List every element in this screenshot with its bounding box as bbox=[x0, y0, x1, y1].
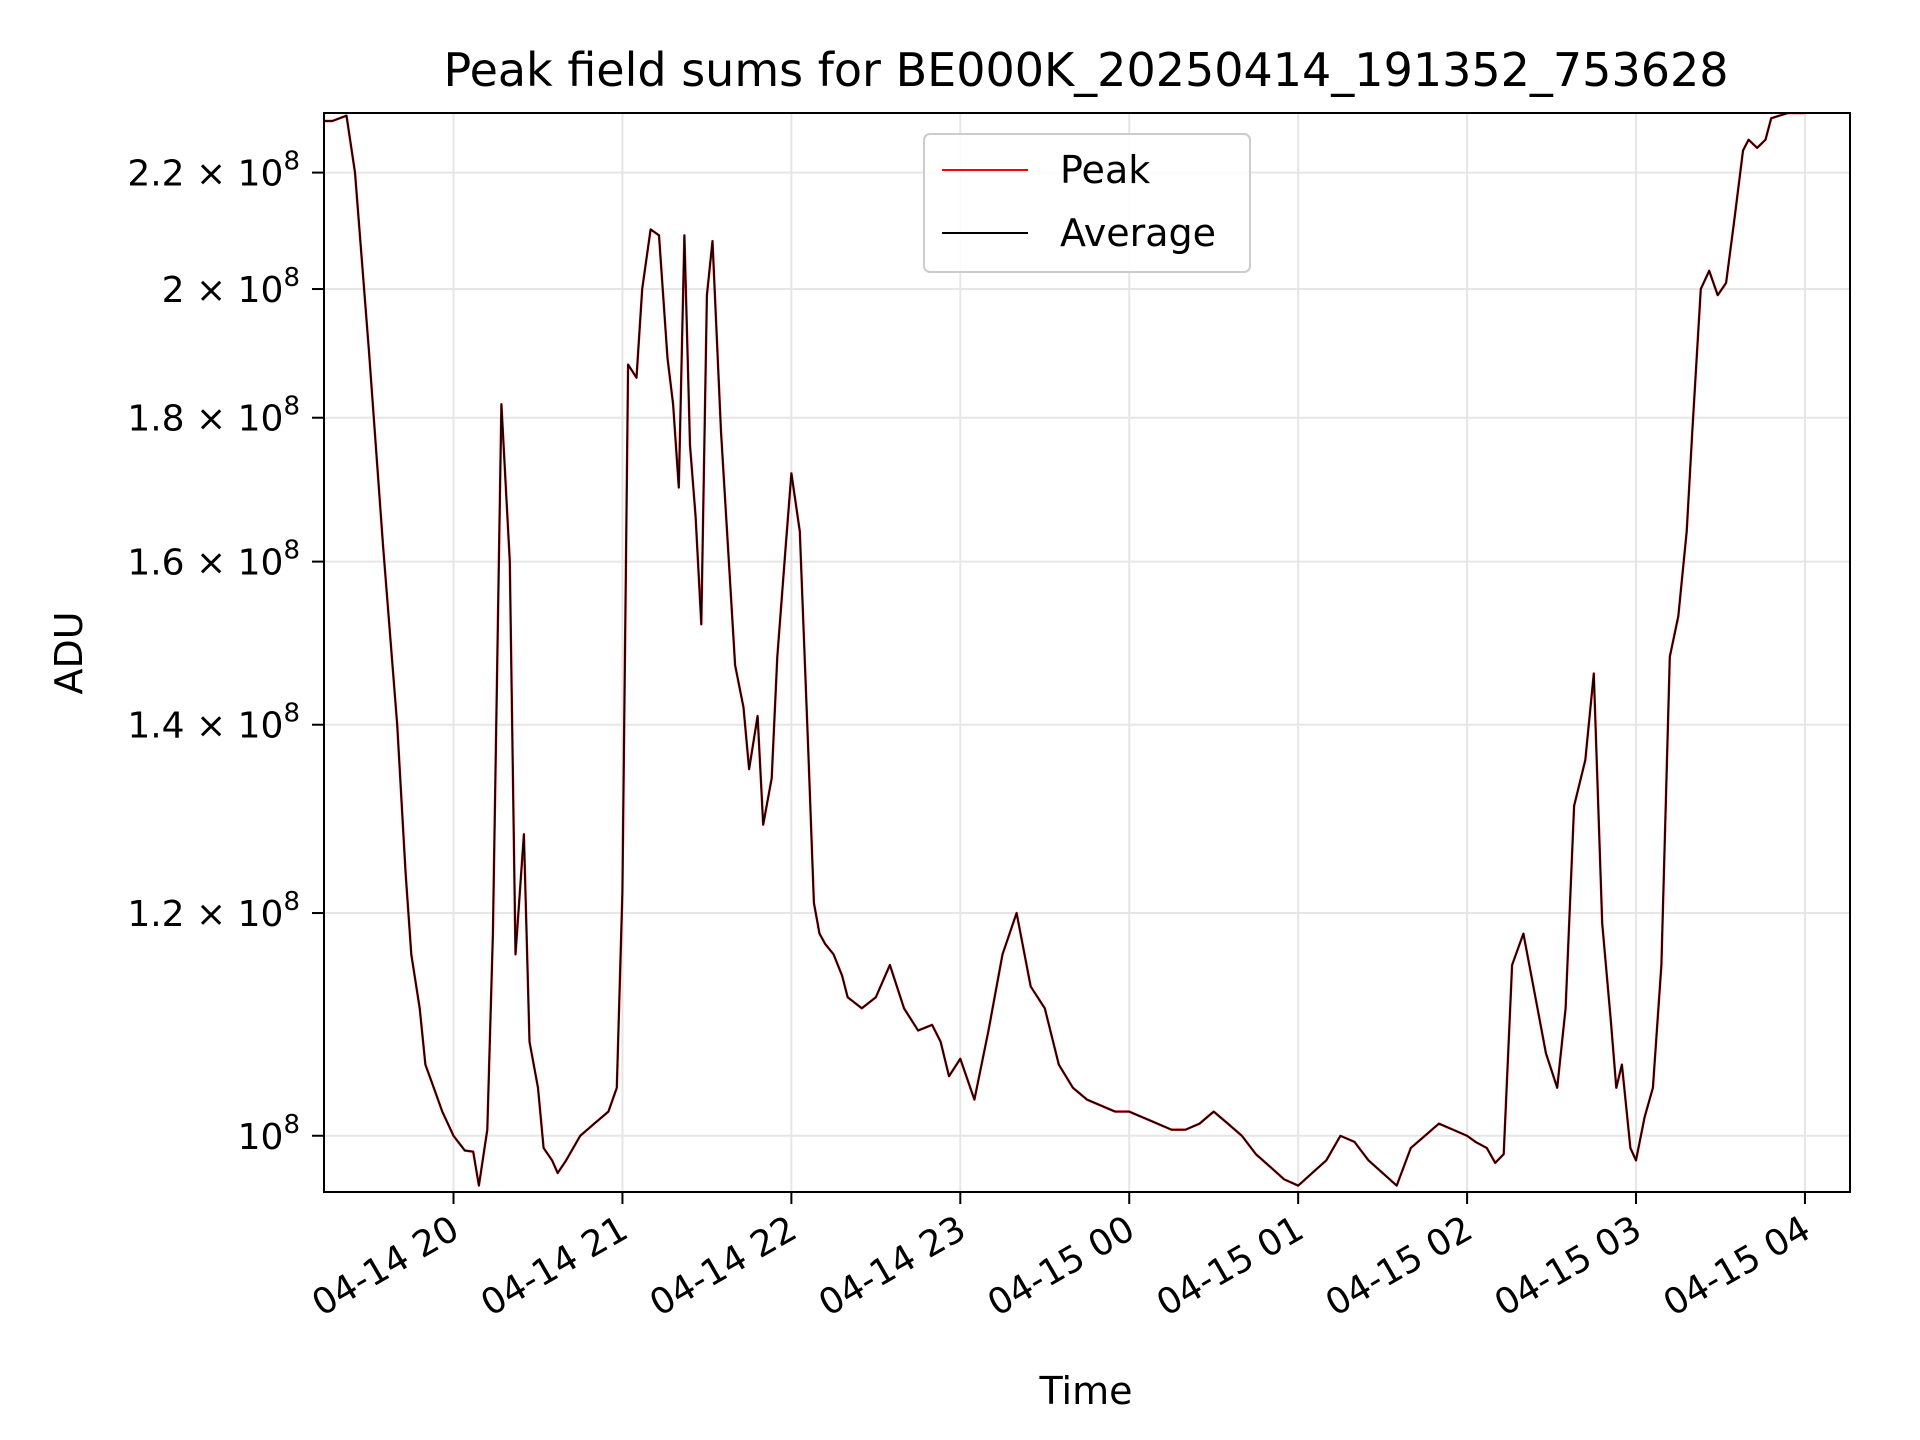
y-tick-mantissa: 1.4 × bbox=[127, 706, 237, 747]
y-tick-exponent: 8 bbox=[283, 1110, 300, 1140]
y-tick-mantissa: 1.6 × bbox=[127, 543, 237, 584]
y-tick-exponent: 8 bbox=[283, 263, 300, 293]
y-tick-base: 10 bbox=[238, 1117, 284, 1158]
y-tick-label: 1.8 × 108 bbox=[127, 392, 300, 440]
legend-label-peak: Peak bbox=[1060, 148, 1150, 192]
y-tick-exponent: 8 bbox=[283, 887, 300, 917]
series-line-average bbox=[324, 113, 1805, 1187]
legend: Peak Average bbox=[923, 133, 1251, 273]
y-tick-mantissa: 2 × bbox=[162, 270, 238, 311]
y-tick-mantissa: 1.8 × bbox=[127, 399, 237, 440]
plot-area bbox=[324, 113, 1805, 1187]
y-tick-label: 1.4 × 108 bbox=[127, 699, 300, 747]
plot-frame bbox=[323, 112, 1851, 1193]
y-tick-mantissa: 1.2 × bbox=[127, 894, 237, 935]
x-axis-label: Time bbox=[1039, 1369, 1133, 1413]
y-tick-base: 10 bbox=[238, 154, 284, 195]
y-tick-label: 2 × 108 bbox=[162, 263, 300, 311]
y-tick-label: 108 bbox=[238, 1110, 300, 1158]
legend-label-average: Average bbox=[1060, 211, 1216, 255]
y-tick-base: 10 bbox=[238, 399, 284, 440]
grid bbox=[324, 113, 1850, 1192]
y-tick-label: 2.2 × 108 bbox=[127, 147, 300, 195]
y-tick-base: 10 bbox=[238, 706, 284, 747]
y-tick-base: 10 bbox=[238, 270, 284, 311]
legend-box bbox=[923, 133, 1251, 273]
y-tick-mantissa: 2.2 × bbox=[127, 154, 237, 195]
y-tick-exponent: 8 bbox=[283, 392, 300, 422]
y-tick-exponent: 8 bbox=[283, 147, 300, 177]
y-tick-label: 1.2 × 108 bbox=[127, 887, 300, 935]
y-axis-label: ADU bbox=[47, 611, 91, 694]
y-tick-exponent: 8 bbox=[283, 536, 300, 566]
y-tick-base: 10 bbox=[238, 543, 284, 584]
y-tick-base: 10 bbox=[238, 894, 284, 935]
chart-title: Peak field sums for BE000K_20250414_1913… bbox=[443, 43, 1728, 97]
y-tick-label: 1.6 × 108 bbox=[127, 536, 300, 584]
y-tick-exponent: 8 bbox=[283, 699, 300, 729]
